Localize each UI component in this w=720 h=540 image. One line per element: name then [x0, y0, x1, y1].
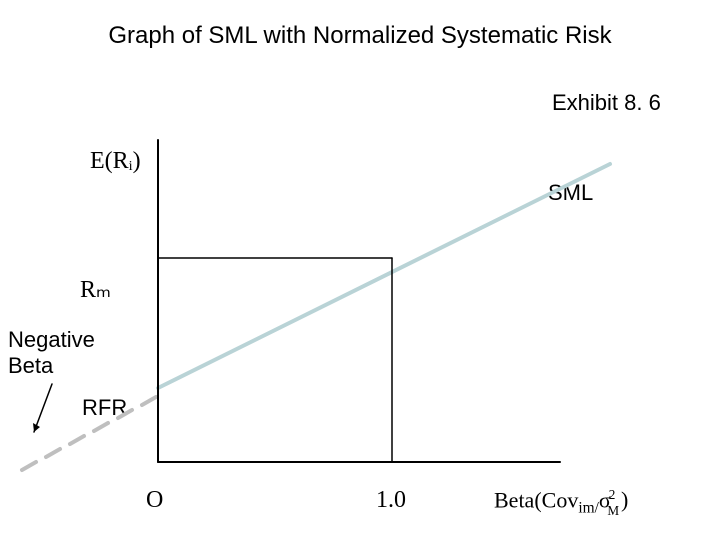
chart-canvas: Graph of SML with Normalized Systematic … [0, 0, 720, 540]
chart-svg [0, 0, 720, 540]
sml-line [158, 164, 610, 388]
